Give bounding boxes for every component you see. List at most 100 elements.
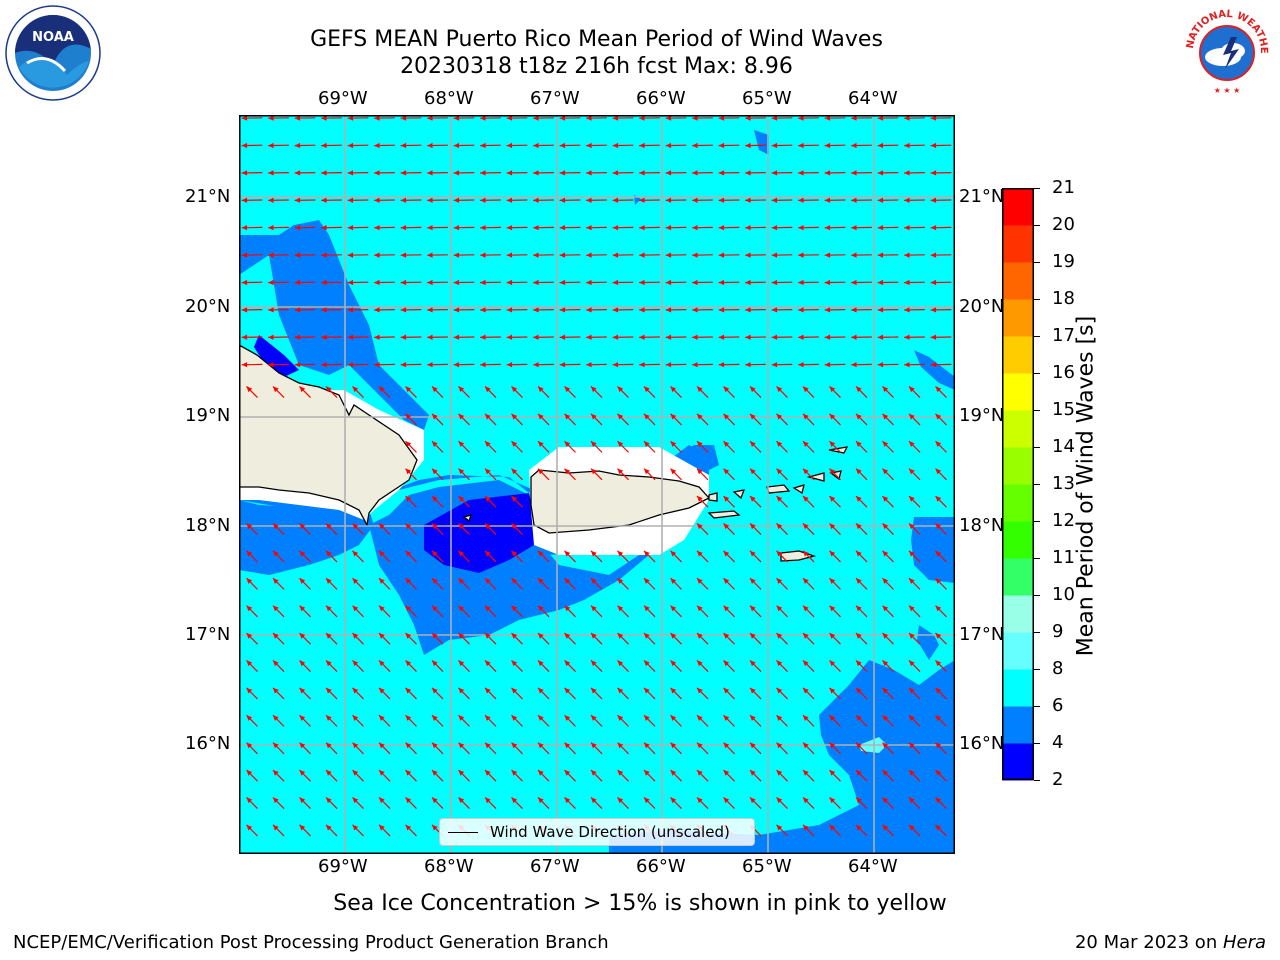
wind-wave-arrowhead bbox=[877, 279, 884, 286]
wind-wave-arrowhead bbox=[321, 170, 327, 176]
wind-wave-arrowhead bbox=[564, 742, 571, 749]
wind-wave-arrowhead bbox=[639, 142, 645, 149]
colorbar-segment bbox=[1002, 262, 1034, 300]
wind-wave-arrowhead bbox=[453, 225, 460, 231]
colorbar-segment bbox=[1002, 188, 1034, 226]
wind-wave-arrowhead bbox=[427, 115, 433, 121]
wind-wave-arrowhead bbox=[485, 715, 491, 721]
wind-wave-arrowhead bbox=[326, 633, 332, 639]
wind-wave-arrowhead bbox=[352, 605, 359, 612]
wind-wave-arrowhead bbox=[458, 633, 465, 639]
wind-wave-arrowhead bbox=[458, 413, 465, 420]
colorbar-segment bbox=[1002, 225, 1034, 263]
wind-wave-arrowhead bbox=[935, 715, 942, 721]
colorbar-tick-label: 19 bbox=[1052, 251, 1075, 272]
wind-wave-arrowhead bbox=[803, 441, 809, 447]
wind-wave-arrowhead bbox=[644, 386, 650, 393]
wind-wave-arrowhead bbox=[586, 362, 592, 368]
wind-wave-arrowhead bbox=[750, 523, 756, 530]
wind-wave-arrowhead bbox=[877, 334, 884, 340]
wind-wave-arrowhead bbox=[246, 715, 253, 721]
wind-wave-arrowhead bbox=[776, 797, 783, 804]
wind-wave-arrowhead bbox=[273, 742, 279, 749]
colorbar-label: Mean Period of Wind Waves [s] bbox=[1073, 315, 1099, 657]
wind-wave-arrowhead bbox=[533, 170, 539, 176]
wind-wave-arrowhead bbox=[904, 170, 910, 176]
wind-wave-arrowhead bbox=[803, 715, 809, 721]
wind-wave-arrowhead bbox=[564, 550, 571, 557]
wind-wave-arrowhead bbox=[829, 496, 836, 502]
wind-wave-arrowhead bbox=[930, 225, 937, 231]
wind-wave-arrowhead bbox=[776, 633, 783, 639]
wind-wave-arrowhead bbox=[877, 115, 884, 121]
wind-wave-arrowhead bbox=[909, 660, 915, 667]
wind-wave-arrowhead bbox=[776, 386, 783, 393]
wind-wave-arrowhead bbox=[485, 605, 491, 612]
colorbar-tick-mark bbox=[1034, 261, 1040, 263]
wind-wave-arrowhead bbox=[930, 170, 937, 176]
wind-wave-arrowhead bbox=[427, 142, 433, 149]
wind-wave-arrowhead bbox=[723, 468, 730, 475]
wind-wave-arrowhead bbox=[432, 386, 438, 393]
wind-wave-arrowhead bbox=[697, 413, 703, 420]
wind-wave-arrowhead bbox=[639, 362, 645, 368]
wind-wave-arrowhead bbox=[665, 252, 672, 258]
wind-wave-arrowhead bbox=[851, 362, 857, 368]
wind-wave-arrowhead bbox=[485, 496, 491, 502]
wind-wave-arrowhead bbox=[506, 252, 513, 258]
colorbar-tick-label: 16 bbox=[1052, 362, 1075, 383]
wind-wave-arrowhead bbox=[877, 142, 884, 149]
wind-wave-arrowhead bbox=[851, 334, 857, 340]
wind-wave-arrowhead bbox=[432, 715, 438, 721]
wind-wave-arrowhead bbox=[506, 334, 513, 340]
wind-wave-arrowhead bbox=[559, 197, 566, 203]
wind-wave-arrowhead bbox=[294, 252, 301, 258]
wind-wave-arrowhead bbox=[458, 468, 465, 475]
wind-wave-arrowhead bbox=[639, 170, 645, 176]
lat-label: 19°N bbox=[185, 405, 231, 426]
wind-wave-arrowhead bbox=[856, 797, 862, 804]
wind-wave-arrowhead bbox=[644, 660, 650, 667]
wind-wave-arrowhead bbox=[533, 334, 539, 340]
wind-wave-arrowhead bbox=[824, 334, 831, 340]
wind-wave-arrowhead bbox=[586, 307, 592, 313]
wind-wave-arrowhead bbox=[352, 523, 359, 530]
wind-wave-arrowhead bbox=[506, 170, 513, 176]
wind-wave-arrowhead bbox=[776, 824, 783, 831]
wind-wave-arrowhead bbox=[904, 307, 910, 313]
wind-wave-arrowhead bbox=[586, 225, 592, 231]
wind-wave-arrowhead bbox=[506, 279, 513, 286]
wind-wave-arrowhead bbox=[670, 660, 677, 667]
wind-wave-arrowhead bbox=[432, 413, 438, 420]
wind-wave-arrowhead bbox=[803, 386, 809, 393]
colorbar-tick-mark bbox=[1034, 705, 1040, 707]
wind-wave-arrows bbox=[241, 115, 952, 837]
colorbar-segment bbox=[1002, 632, 1034, 670]
wind-wave-arrowhead bbox=[405, 797, 412, 804]
wind-wave-arrowhead bbox=[803, 633, 809, 639]
wind-wave-arrowhead bbox=[453, 279, 460, 286]
wind-wave-arrowhead bbox=[347, 334, 354, 340]
wind-wave-arrowhead bbox=[617, 687, 624, 694]
wind-wave-arrowhead bbox=[776, 605, 783, 612]
wind-wave-arrowhead bbox=[268, 334, 274, 340]
wind-wave-arrowhead bbox=[665, 197, 672, 203]
wind-wave-arrowhead bbox=[612, 252, 619, 258]
wind-wave-arrowhead bbox=[644, 715, 650, 721]
lon-label: 64°W bbox=[848, 88, 898, 109]
wind-wave-arrowhead bbox=[241, 252, 248, 258]
wind-wave-arrowhead bbox=[326, 550, 332, 557]
wind-wave-arrowhead bbox=[665, 362, 672, 368]
wind-wave-arrowhead bbox=[829, 633, 836, 639]
wind-wave-arrowhead bbox=[776, 496, 783, 502]
wind-wave-arrowhead bbox=[480, 362, 486, 368]
wind-wave-arrowhead bbox=[379, 523, 385, 530]
lon-label: 67°W bbox=[530, 88, 580, 109]
wind-wave-arrowhead bbox=[771, 170, 778, 176]
wind-wave-arrowhead bbox=[824, 115, 831, 121]
colorbar-tick-mark bbox=[1034, 520, 1040, 522]
wind-wave-arrowhead bbox=[268, 225, 274, 231]
wind-wave-arrowhead bbox=[352, 824, 359, 831]
wind-wave-arrowhead bbox=[829, 523, 836, 530]
wind-wave-arrowhead bbox=[798, 252, 804, 258]
